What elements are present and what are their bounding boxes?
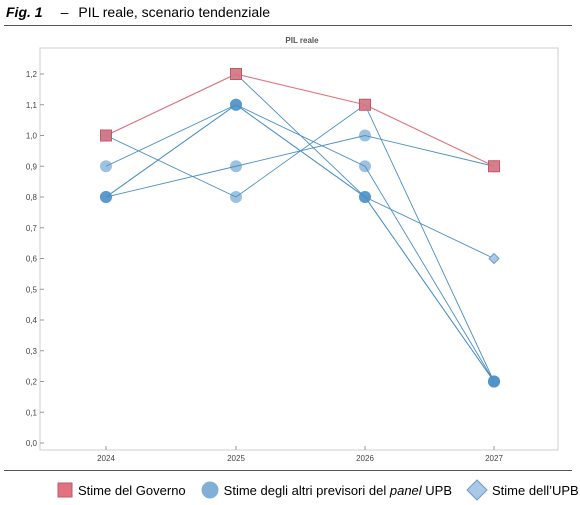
- governo-marker: [359, 98, 371, 111]
- governo-marker: [230, 68, 242, 80]
- panel-marker: [230, 191, 242, 203]
- panel-marker: [359, 160, 371, 173]
- figure-number: Fig. 1: [6, 4, 43, 20]
- series-line-panel: [105, 73, 495, 382]
- legend-label-upb: Stime dell’UPB: [492, 482, 579, 498]
- y-axis: 0,0 0,1 0,2 0,3 0,4 0,5 0,6 0,7 0,8 0,9 1,0 1,1 1,2: [26, 47, 559, 451]
- panel-marker: [100, 191, 112, 203]
- y-tick-label: 0,3: [26, 347, 38, 356]
- y-tick-label: 1,1: [26, 101, 38, 110]
- figure-title: PIL reale, scenario tendenziale: [78, 4, 271, 20]
- y-tick-label: 1,0: [26, 132, 38, 141]
- panel-marker: [100, 160, 112, 173]
- legend-item-panel: Stime degli altri previsori del panel UP…: [200, 480, 452, 500]
- governo-marker: [488, 160, 500, 173]
- panel-marker: [230, 98, 242, 111]
- series-markers: [100, 68, 500, 388]
- figure-header: Fig. 1 – PIL reale, scenario tendenziale: [6, 4, 270, 22]
- panel-marker: [488, 375, 500, 388]
- governo-marker: [100, 129, 112, 142]
- x-tick-label: 2026: [356, 454, 374, 463]
- legend-item-upb: Stime dell’UPB: [466, 479, 579, 501]
- series-line-governo: [105, 73, 495, 167]
- legend-label-panel: Stime degli altri previsori del panel UP…: [223, 482, 453, 498]
- square-marker-icon: [57, 482, 73, 498]
- plot-area: [39, 47, 559, 451]
- y-tick-label: 0,6: [26, 255, 38, 264]
- y-tick-label: 1,2: [26, 70, 38, 79]
- circle-marker-icon: [201, 481, 219, 499]
- y-tick-label: 0,9: [26, 162, 38, 171]
- y-tick-label: 0,8: [26, 193, 38, 202]
- panel-marker: [359, 129, 371, 142]
- x-tick-label: 2027: [485, 454, 503, 463]
- y-tick-label: 0,1: [26, 408, 38, 417]
- series-line-panel: [105, 104, 495, 382]
- chart-title: PIL reale: [285, 36, 319, 45]
- x-axis: 2024 2025 2026 2027: [97, 446, 503, 463]
- bottom-rule: [4, 470, 572, 471]
- legend-label-governo: Stime del Governo: [78, 482, 186, 498]
- y-tick-label: 0,0: [26, 439, 38, 448]
- x-tick-label: 2024: [97, 454, 115, 463]
- legend-item-governo: Stime del Governo: [56, 481, 186, 499]
- legend: Stime del Governo Stime degli altri prev…: [56, 479, 580, 501]
- x-tick-label: 2025: [227, 454, 245, 463]
- panel-marker: [359, 191, 371, 203]
- top-rule: [4, 25, 572, 26]
- series-line-panel: [105, 135, 495, 198]
- series-line-upb: [105, 104, 495, 259]
- series-line-panel: [105, 104, 495, 382]
- y-tick-label: 0,2: [26, 378, 38, 387]
- panel-marker: [230, 160, 242, 173]
- series-line-panel: [105, 104, 495, 382]
- y-tick-label: 0,4: [26, 316, 38, 325]
- y-tick-label: 0,5: [26, 285, 38, 294]
- y-tick-label: 0,7: [26, 224, 38, 233]
- figure-separator: –: [60, 4, 69, 20]
- upb-marker: [488, 252, 500, 265]
- series-lines: [105, 73, 495, 382]
- diamond-marker-icon: [466, 479, 488, 501]
- chart: PIL reale 0,0 0,1 0,2 0,3 0,4 0,5 0,6 0,7 0,8 0,9…: [26, 36, 559, 463]
